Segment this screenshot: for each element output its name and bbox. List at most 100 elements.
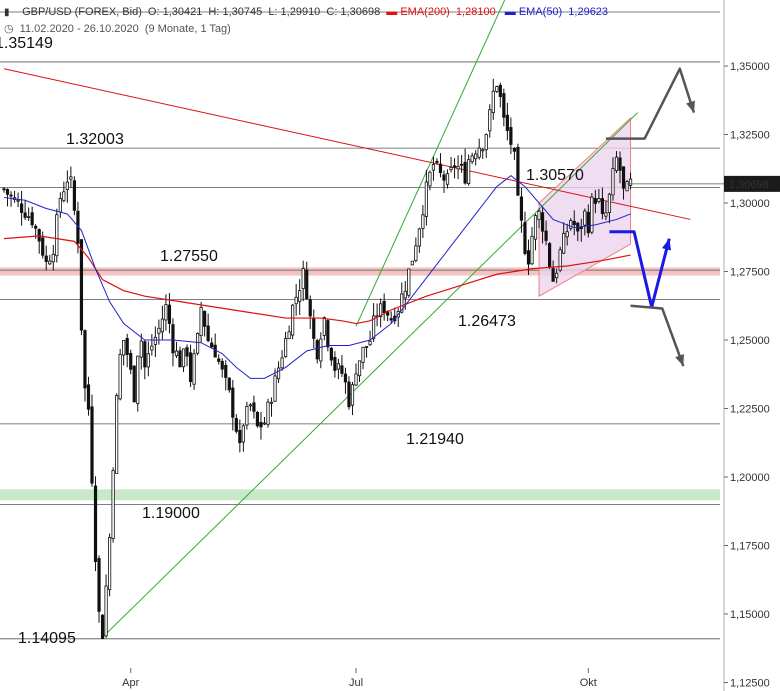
candle-body [122, 339, 126, 356]
candle-body [217, 358, 221, 362]
candle-body [537, 210, 541, 221]
candle-body [350, 384, 355, 406]
y-tick-label: 1,27500 [730, 267, 770, 279]
candle-body [44, 255, 48, 262]
candle-body [572, 220, 576, 226]
candle-body [555, 272, 559, 279]
candle-body [72, 180, 76, 211]
level-label: 1.26473 [458, 313, 516, 330]
candle-body [23, 212, 27, 218]
candle-body [111, 470, 115, 539]
candle-body [597, 198, 601, 202]
candle-body [519, 196, 524, 221]
candle-body [495, 86, 499, 92]
candle-body [586, 211, 590, 234]
candle-body [100, 614, 105, 640]
candle-body [305, 269, 309, 299]
y-tick-label: 1,12500 [730, 678, 770, 690]
candle-body [2, 188, 6, 191]
candle-body [51, 253, 55, 263]
last-price-label: 1,30698 [729, 179, 769, 191]
candle-body [379, 303, 383, 317]
candle-body [115, 395, 119, 474]
candle-body [188, 352, 193, 382]
candle-body [41, 237, 45, 256]
candle-body [558, 249, 562, 271]
low-value: L: 1,29910 [268, 6, 321, 18]
candle-body [604, 212, 608, 217]
ema50-line [3, 174, 631, 379]
candle-body [139, 340, 143, 358]
projection-gray-up-arrow [605, 67, 696, 140]
candle-body [481, 149, 485, 152]
candle-body [48, 260, 52, 265]
projection-blue-arrow-head [662, 238, 672, 251]
candle-body [488, 109, 492, 132]
candle-body [319, 338, 323, 362]
candle-body [498, 84, 502, 98]
candle-body [224, 364, 228, 378]
candle-body [248, 404, 252, 407]
ema200-label: EMA(200) [400, 6, 450, 18]
projection-blue-arrow [609, 230, 671, 309]
candle-body [322, 317, 326, 336]
candle-body [108, 536, 112, 591]
candle-body [611, 168, 615, 196]
projection-gray-down-arrow [630, 304, 685, 367]
candle-body [333, 357, 337, 371]
candle-body [428, 171, 432, 187]
candle-body [336, 363, 341, 370]
candle-body [417, 228, 421, 247]
candle-body [146, 353, 150, 368]
candle-body [516, 146, 520, 196]
candle-body [5, 189, 10, 195]
candle-body [37, 229, 41, 242]
candle-body [361, 346, 365, 363]
candle-body [252, 402, 256, 412]
candle-body [65, 181, 69, 191]
candle-body [505, 114, 509, 131]
candle-body [435, 160, 439, 163]
green-uptrend-lower-line [102, 112, 638, 638]
candle-body [164, 304, 168, 321]
candle-body [167, 304, 172, 324]
candle-body [86, 384, 91, 410]
candle-body [407, 268, 411, 296]
candle-body [62, 191, 66, 202]
y-tick-label: 1,22500 [730, 404, 770, 416]
candle-body [58, 198, 62, 213]
candle-body [438, 163, 443, 174]
level-label: 1.14095 [18, 630, 76, 647]
candle-body [30, 212, 34, 226]
symbol-label: GBP/USD (FOREX, Bid) [22, 6, 142, 18]
candle-body [136, 355, 140, 404]
ema200-legend: ▬ EMA(200) 1,28100 [386, 6, 496, 18]
candle-body [583, 210, 587, 226]
candle-body [590, 196, 594, 233]
candle-body [382, 300, 386, 313]
candle-body [618, 157, 622, 171]
candle-body [199, 306, 203, 336]
candle-body [9, 194, 13, 197]
candles-icon: ▮ [4, 7, 10, 18]
candle-body [593, 198, 597, 204]
x-tick-label: Apr [122, 677, 139, 689]
candle-body [79, 239, 84, 331]
candle-body [403, 290, 407, 299]
candle-body [83, 330, 87, 389]
y-tick-label: 1,17500 [730, 541, 770, 553]
y-tick-label: 1,20000 [730, 472, 770, 484]
candle-body [16, 199, 20, 202]
candle-body [192, 353, 196, 385]
candle-body [614, 156, 619, 172]
candle-body [364, 346, 369, 348]
candle-body [160, 318, 164, 333]
candle-body [421, 214, 425, 229]
candle-body [329, 347, 333, 361]
candle-body [424, 181, 429, 217]
candle-body [203, 310, 207, 327]
candle-body [157, 327, 161, 334]
candle-body [262, 422, 267, 425]
candle-body [512, 148, 517, 152]
